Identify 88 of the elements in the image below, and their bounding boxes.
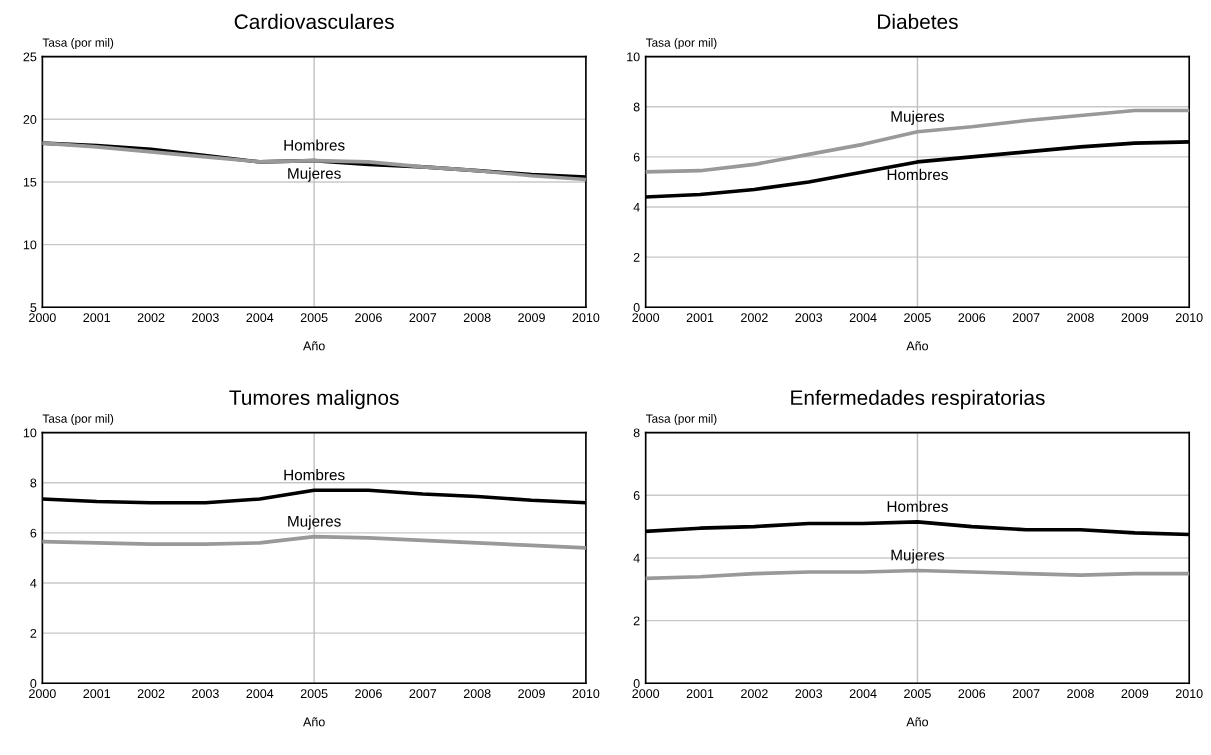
x-tick-label: 2004 [849, 313, 877, 323]
x-tick-label: 2006 [355, 313, 382, 323]
y-axis-title: Tasa (por mil) [645, 38, 717, 50]
x-tick-label: 2006 [355, 689, 382, 699]
x-tick-label: 2004 [246, 313, 274, 323]
chart-title: Diabetes [878, 13, 958, 30]
y-tick-label: 20 [23, 115, 37, 124]
x-tick-label: 2006 [958, 689, 986, 699]
x-tick-label: 2010 [572, 689, 600, 699]
x-tick-label: 2005 [300, 313, 328, 323]
y-tick-label: 10 [23, 428, 37, 438]
series-label: Hombres [284, 139, 345, 151]
y-tick-label: 0 [633, 303, 640, 312]
y-tick-label: 0 [633, 679, 640, 688]
y-tick-label: 6 [633, 152, 640, 162]
x-tick-label: 2005 [904, 313, 931, 323]
x-tick-label: 2005 [300, 689, 328, 699]
x-tick-label: 2006 [958, 313, 986, 323]
line-series [645, 568, 1190, 581]
x-tick-label: 2003 [795, 689, 823, 699]
y-tick-label: 4 [30, 578, 37, 588]
x-tick-label: 2009 [518, 313, 545, 323]
x-tick-label: 2001 [686, 313, 714, 323]
y-tick-label: 8 [633, 102, 640, 112]
y-tick-label: 5 [30, 303, 37, 312]
chart-title: Enfermedades respiratorias [791, 389, 1045, 410]
x-axis-title: Año [906, 341, 929, 351]
chart-title: Tumores malignos [229, 389, 399, 410]
x-tick-label: 2001 [83, 689, 111, 699]
x-tick-label: 2002 [137, 689, 165, 699]
x-tick-label: 2002 [137, 313, 165, 323]
x-tick-label: 2010 [1175, 313, 1203, 323]
y-tick-label: 10 [23, 240, 37, 250]
x-tick-label: 2002 [741, 689, 768, 699]
y-tick-label: 6 [30, 528, 37, 538]
y-tick-label: 2 [633, 616, 640, 626]
series-label: Mujeres [288, 515, 341, 530]
y-tick-label: 10 [627, 52, 640, 62]
y-tick-label: 6 [633, 491, 640, 500]
x-tick-label: 2003 [795, 313, 823, 323]
line-series [42, 534, 586, 550]
x-axis-title: Año [906, 717, 929, 727]
x-tick-label: 2005 [904, 689, 931, 699]
series-label: Hombres [887, 500, 948, 512]
x-tick-label: 2007 [409, 313, 437, 323]
x-tick-label: 2008 [1067, 313, 1094, 323]
series-label: Hombres [887, 168, 948, 181]
y-axis-title: Tasa (por mil) [645, 414, 717, 426]
chart-title: Cardiovasculares [234, 13, 394, 30]
x-tick-label: 2007 [1012, 313, 1040, 323]
y-axis-title: Tasa (por mil) [42, 414, 114, 426]
x-axis-title: Año [303, 341, 325, 351]
y-tick-label: 25 [23, 52, 37, 62]
x-tick-label: 2000 [29, 689, 56, 699]
x-tick-label: 2000 [632, 313, 660, 323]
y-tick-label: 4 [633, 553, 640, 563]
x-tick-label: 2008 [463, 313, 491, 323]
x-tick-label: 2009 [1121, 313, 1149, 323]
x-tick-label: 2000 [632, 689, 660, 699]
series-label: Hombres [284, 469, 345, 481]
y-tick-label: 8 [30, 478, 37, 488]
y-tick-label: 4 [633, 202, 640, 212]
x-tick-label: 2004 [849, 689, 877, 699]
x-tick-label: 2007 [409, 689, 437, 699]
x-tick-label: 2007 [1012, 689, 1040, 699]
y-axis-title: Tasa (por mil) [42, 38, 114, 50]
x-tick-label: 2001 [83, 313, 111, 323]
series-label: Mujeres [288, 167, 341, 182]
series-label: Mujeres [891, 110, 945, 125]
series-label: Mujeres [891, 549, 945, 564]
x-tick-label: 2003 [192, 313, 219, 323]
y-tick-label: 2 [633, 252, 640, 262]
x-tick-label: 2008 [463, 689, 491, 699]
x-axis-title: Año [303, 717, 325, 727]
y-tick-label: 0 [30, 679, 37, 688]
x-tick-label: 2009 [1121, 689, 1149, 699]
y-tick-label: 8 [633, 428, 640, 438]
x-tick-label: 2008 [1067, 689, 1094, 699]
y-tick-label: 2 [30, 628, 37, 638]
x-tick-label: 2004 [246, 689, 274, 699]
x-tick-label: 2010 [1175, 689, 1203, 699]
y-tick-label: 15 [23, 177, 37, 187]
x-tick-label: 2009 [518, 689, 545, 699]
x-tick-label: 2002 [741, 313, 768, 323]
x-tick-label: 2003 [192, 689, 219, 699]
x-tick-label: 2000 [29, 313, 56, 323]
x-tick-label: 2001 [686, 689, 714, 699]
x-tick-label: 2010 [572, 313, 600, 323]
